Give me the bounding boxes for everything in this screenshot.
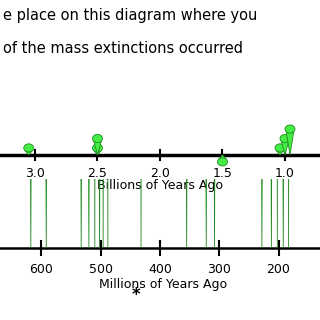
Polygon shape xyxy=(185,0,189,248)
Text: 3.0: 3.0 xyxy=(25,167,45,180)
Text: of the mass extinctions occurred: of the mass extinctions occurred xyxy=(3,41,243,56)
Polygon shape xyxy=(25,150,33,155)
Polygon shape xyxy=(44,0,48,248)
Polygon shape xyxy=(79,0,83,248)
Circle shape xyxy=(280,134,290,143)
Text: 300: 300 xyxy=(207,263,231,276)
Circle shape xyxy=(275,144,285,152)
Polygon shape xyxy=(204,0,208,248)
Polygon shape xyxy=(269,0,274,248)
Polygon shape xyxy=(212,0,217,248)
Polygon shape xyxy=(87,0,91,248)
Polygon shape xyxy=(286,0,291,248)
Polygon shape xyxy=(281,0,285,248)
Circle shape xyxy=(24,144,34,152)
Polygon shape xyxy=(139,0,143,248)
Text: 600: 600 xyxy=(29,263,53,276)
Text: 2.5: 2.5 xyxy=(88,167,108,180)
Text: Millions of Years Ago: Millions of Years Ago xyxy=(99,278,227,291)
Polygon shape xyxy=(281,141,289,155)
Polygon shape xyxy=(93,0,97,248)
Polygon shape xyxy=(275,0,279,248)
Polygon shape xyxy=(94,141,101,155)
Polygon shape xyxy=(276,150,284,155)
Text: 1.5: 1.5 xyxy=(212,167,232,180)
Text: 500: 500 xyxy=(89,263,113,276)
Circle shape xyxy=(285,125,295,133)
Polygon shape xyxy=(97,0,102,248)
Polygon shape xyxy=(106,0,110,248)
Polygon shape xyxy=(101,0,105,248)
Circle shape xyxy=(92,134,102,143)
Text: 400: 400 xyxy=(148,263,172,276)
Text: e place on this diagram where you: e place on this diagram where you xyxy=(3,8,258,23)
Text: 2.0: 2.0 xyxy=(150,167,170,180)
Circle shape xyxy=(92,144,102,152)
Text: 200: 200 xyxy=(267,263,291,276)
Polygon shape xyxy=(219,155,226,159)
Text: 1.0: 1.0 xyxy=(275,167,295,180)
Polygon shape xyxy=(260,0,264,248)
Polygon shape xyxy=(29,0,33,248)
Text: *: * xyxy=(132,286,140,304)
Text: Billions of Years Ago: Billions of Years Ago xyxy=(97,180,223,192)
Circle shape xyxy=(218,158,228,166)
Polygon shape xyxy=(94,150,101,155)
Polygon shape xyxy=(286,132,294,155)
